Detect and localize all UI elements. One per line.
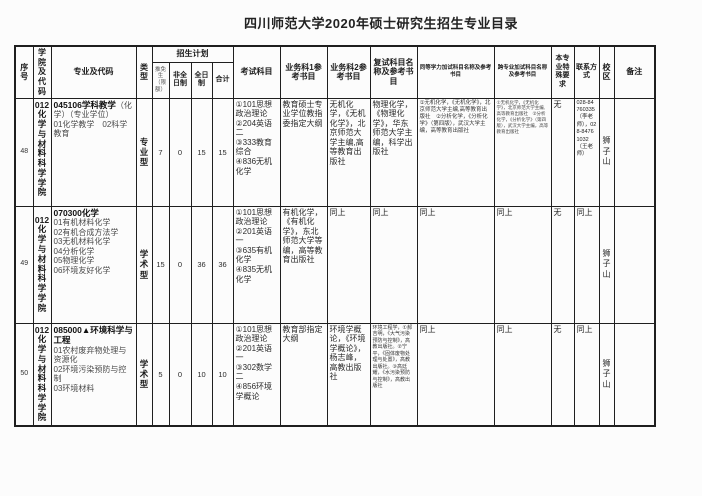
cell-retest: 物理化学，《物理化学》，华东师范大学主编，科学出版社 bbox=[369, 97, 418, 207]
cell-major: 070300化学 01有机材料化学 02有机合成方法学 03无机材料化学 04分… bbox=[50, 205, 137, 324]
header-fulltime: 全日制 bbox=[190, 61, 213, 99]
cell-college: 012化学与材料科学学院 bbox=[32, 322, 52, 427]
cell-total: 15 bbox=[211, 97, 234, 207]
header-exam-subjects: 考试科目 bbox=[232, 45, 281, 99]
cell-college: 012化学与材料科学学院 bbox=[32, 97, 52, 207]
cell-contact: 同上 bbox=[573, 322, 600, 427]
cell-major: 045106学科教学（化学）（专业学位） 01化学教学 02科学教育 bbox=[50, 97, 137, 207]
major-code: 085000▲环境科学与工程 bbox=[53, 324, 133, 346]
cell-fulltime: 36 bbox=[190, 205, 213, 324]
cell-type: 学术型 bbox=[135, 205, 153, 324]
cell-seq: 48 bbox=[14, 97, 34, 207]
cell-contact: 028-84760335（李老师），028-84761032（王老师） bbox=[573, 97, 600, 207]
page-title: 四川师范大学2020年硕士研究生招生专业目录 bbox=[244, 16, 518, 31]
major-directions: （化学）（专业学位） 01化学教学 02科学教育 bbox=[53, 100, 132, 139]
header-seq: 序号 bbox=[14, 45, 34, 99]
cell-fulltime: 10 bbox=[190, 322, 213, 427]
header-equivalent-test: 同等学力加试科目名称及参考书目 bbox=[416, 45, 495, 99]
cell-ref1: 有机化学，《有机化学》，东北师范大学等编，高等教育出版社 bbox=[279, 205, 328, 324]
header-retest: 复试科目名称及参考书目 bbox=[369, 45, 418, 99]
cell-recommended: 15 bbox=[151, 205, 170, 324]
admissions-table: 序号 学院及代码 专业及代码 类型 招生计划 考试科目 业务科1参考书目 业务科… bbox=[14, 45, 656, 428]
header-special-req: 本专业特殊要求 bbox=[550, 45, 575, 99]
cell-ref1: 教育硕士专业学位教指委指定大纲 bbox=[279, 97, 328, 207]
cell-special-req: 无 bbox=[550, 322, 575, 427]
table-row: 48 012化学与材料科学学院 045106学科教学（化学）（专业学位） 01化… bbox=[14, 97, 656, 207]
cell-notes bbox=[613, 97, 656, 207]
cell-ref2: 无机化学，《无机化学》，北京师范大学主编,高等教育出版社 bbox=[326, 97, 371, 207]
cell-parttime: 0 bbox=[168, 322, 192, 427]
header-major: 专业及代码 bbox=[50, 45, 137, 99]
cell-total: 10 bbox=[211, 322, 234, 427]
cell-notes bbox=[613, 205, 656, 324]
major-directions: 01有机材料化学 02有机合成方法学 03无机材料化学 04分析化学 05物理化… bbox=[53, 218, 119, 276]
cell-special-req: 无 bbox=[550, 205, 575, 324]
cell-ref2: 同上 bbox=[326, 205, 371, 324]
header-notes: 备注 bbox=[613, 45, 656, 99]
header-type: 类型 bbox=[135, 45, 153, 99]
major-code: 070300化学 bbox=[53, 207, 99, 218]
cell-campus: 狮子山 bbox=[598, 97, 615, 207]
cell-retest: 同上 bbox=[369, 205, 418, 324]
cell-exam-subjects: ①101思想政治理论 ②201英语一 ③302数学二 ④856环境学概论 bbox=[232, 322, 281, 427]
cell-campus: 狮子山 bbox=[598, 322, 615, 427]
cell-parttime: 0 bbox=[168, 97, 192, 207]
cell-equivalent-test: 同上 bbox=[416, 205, 495, 324]
cell-notes bbox=[613, 322, 656, 427]
header-ref2: 业务科2参考书目 bbox=[326, 45, 371, 99]
cell-equivalent-test: 同上 bbox=[416, 322, 495, 427]
cell-crossmajor-test: 同上 bbox=[493, 322, 552, 427]
header-parttime: 非全日制 bbox=[168, 61, 192, 99]
cell-contact: 同上 bbox=[573, 205, 600, 324]
cell-recommended: 7 bbox=[151, 97, 170, 207]
header-total: 合计 bbox=[211, 61, 234, 99]
header-plan-group: 招生计划 bbox=[151, 45, 234, 63]
header-campus: 校区 bbox=[598, 45, 615, 99]
cell-major: 085000▲环境科学与工程 01农村废弃物处理与资源化 02环境污染预防与控制… bbox=[50, 322, 137, 427]
cell-crossmajor-test: 同上 bbox=[493, 205, 552, 324]
cell-retest: 环境工程学，①郝吉明，《大气污染预防与控制》，高教出版社。②宁平，《固体废物处理… bbox=[369, 322, 418, 427]
header-recommended-quota: 推免生（限额） bbox=[151, 61, 170, 99]
header-ref1: 业务科1参考书目 bbox=[279, 45, 328, 99]
header-contact: 联系方式 bbox=[573, 45, 600, 99]
header-crossmajor-test: 跨专业加试科目名称及参考书目 bbox=[493, 45, 552, 99]
major-directions: 01农村废弃物处理与资源化 02环境污染预防与控制 03环境材料 bbox=[53, 345, 127, 394]
cell-ref1: 教育部指定大纲 bbox=[279, 322, 328, 427]
cell-fulltime: 15 bbox=[190, 97, 213, 207]
cell-crossmajor-test: ①无机化学，《无机化学》，北京师范大学主编,高等教育出版社 ②分析化学，《分析化… bbox=[493, 97, 552, 207]
major-code: 045106学科教学 bbox=[53, 99, 116, 110]
header-row-group: 序号 学院及代码 专业及代码 类型 招生计划 考试科目 业务科1参考书目 业务科… bbox=[14, 45, 656, 99]
cell-exam-subjects: ①101思想政治理论 ②201英语一 ③635有机化学 ④835无机化学 bbox=[232, 205, 281, 324]
table-row: 50 012化学与材料科学学院 085000▲环境科学与工程 01农村废弃物处理… bbox=[14, 322, 656, 427]
table-row: 49 012化学与材料科学学院 070300化学 01有机材料化学 02有机合成… bbox=[14, 205, 656, 324]
cell-exam-subjects: ①101思想政治理论 ②204英语二 ③333教育综合 ④836无机化学 bbox=[232, 97, 281, 207]
cell-ref2: 环境学概论，《环境学概论》，杨志峰，高教出版社 bbox=[326, 322, 371, 427]
cell-total: 36 bbox=[211, 205, 234, 324]
cell-seq: 50 bbox=[14, 322, 34, 427]
cell-equivalent-test: ①无机化学，《无机化学》，北京师范大学主编,高等教育出版社 ②分析化学，《分析化… bbox=[416, 97, 495, 207]
cell-seq: 49 bbox=[14, 205, 34, 324]
cell-college: 012化学与材料科学学院 bbox=[32, 205, 52, 324]
cell-type: 学术型 bbox=[135, 322, 153, 427]
cell-type: 专业型 bbox=[135, 97, 153, 207]
cell-special-req: 无 bbox=[550, 97, 575, 207]
cell-campus: 狮子山 bbox=[598, 205, 615, 324]
cell-recommended: 5 bbox=[151, 322, 170, 427]
header-college: 学院及代码 bbox=[32, 45, 52, 99]
cell-parttime: 0 bbox=[168, 205, 192, 324]
